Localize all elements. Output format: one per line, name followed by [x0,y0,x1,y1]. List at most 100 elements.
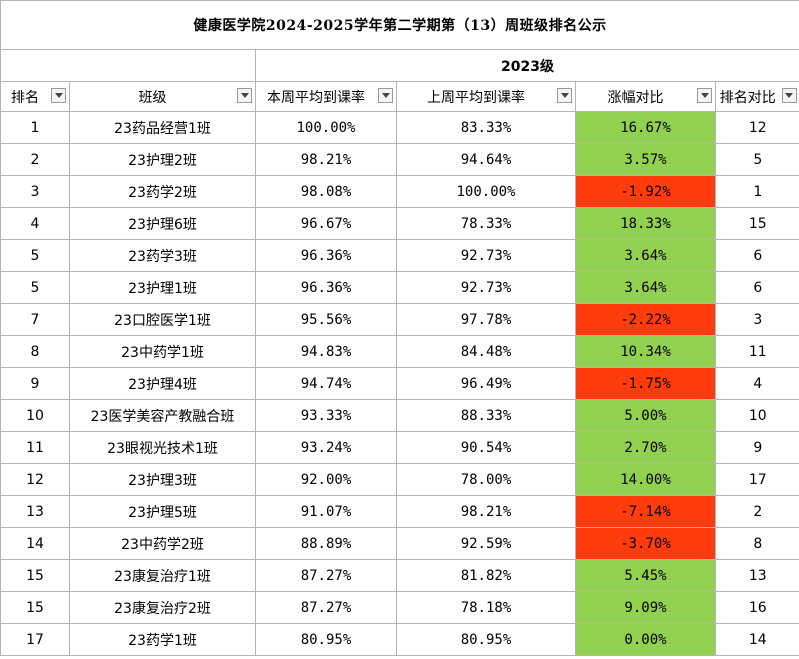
class-cell[interactable]: 23护理1班 [69,271,256,304]
rank-cell[interactable]: 12 [0,463,70,496]
this-week-cell[interactable]: 96.67% [255,207,397,240]
this-week-cell[interactable]: 92.00% [255,463,397,496]
this-week-cell[interactable]: 87.27% [255,559,397,592]
this-week-cell[interactable]: 98.21% [255,143,397,176]
rank-compare-cell[interactable]: 2 [714,495,799,528]
last-week-cell[interactable]: 84.48% [396,335,576,368]
last-week-cell[interactable]: 92.73% [396,271,576,304]
rank-cell[interactable]: 7 [0,303,70,336]
filter-dropdown-rank[interactable] [51,88,66,103]
change-cell[interactable]: 0.00% [575,623,716,656]
last-week-cell[interactable]: 80.95% [396,623,576,656]
header-this-week[interactable]: 本周平均到课率 [255,81,397,112]
rank-cell[interactable]: 10 [0,399,70,432]
header-class[interactable]: 班级 [69,81,256,112]
change-cell[interactable]: -7.14% [575,495,716,528]
rank-cell[interactable]: 9 [0,367,70,400]
rank-cell[interactable]: 5 [0,239,70,272]
change-cell[interactable]: 3.64% [575,239,716,272]
last-week-cell[interactable]: 97.78% [396,303,576,336]
rank-cell[interactable]: 15 [0,591,70,624]
last-week-cell[interactable]: 94.64% [396,143,576,176]
class-cell[interactable]: 23康复治疗1班 [69,559,256,592]
rank-cell[interactable]: 13 [0,495,70,528]
rank-compare-cell[interactable]: 17 [714,463,799,496]
filter-dropdown-change[interactable] [697,88,712,103]
last-week-cell[interactable]: 98.21% [396,495,576,528]
class-cell[interactable]: 23口腔医学1班 [69,303,256,336]
header-rank-compare[interactable]: 排名对比 [714,81,799,112]
this-week-cell[interactable]: 91.07% [255,495,397,528]
change-cell[interactable]: 5.00% [575,399,716,432]
this-week-cell[interactable]: 100.00% [255,111,397,144]
rank-cell[interactable]: 4 [0,207,70,240]
this-week-cell[interactable]: 94.83% [255,335,397,368]
this-week-cell[interactable]: 94.74% [255,367,397,400]
class-cell[interactable]: 23药学3班 [69,239,256,272]
last-week-cell[interactable]: 78.00% [396,463,576,496]
filter-dropdown-class[interactable] [237,88,252,103]
class-cell[interactable]: 23药品经营1班 [69,111,256,144]
change-cell[interactable]: 3.64% [575,271,716,304]
rank-compare-cell[interactable]: 14 [714,623,799,656]
rank-compare-cell[interactable]: 16 [714,591,799,624]
change-cell[interactable]: 2.70% [575,431,716,464]
last-week-cell[interactable]: 90.54% [396,431,576,464]
last-week-cell[interactable]: 88.33% [396,399,576,432]
last-week-cell[interactable]: 81.82% [396,559,576,592]
rank-cell[interactable]: 1 [0,111,70,144]
this-week-cell[interactable]: 98.08% [255,175,397,208]
rank-cell[interactable]: 3 [0,175,70,208]
change-cell[interactable]: 16.67% [575,111,716,144]
rank-cell[interactable]: 8 [0,335,70,368]
filter-dropdown-last-week[interactable] [557,88,572,103]
class-cell[interactable]: 23中药学2班 [69,527,256,560]
this-week-cell[interactable]: 88.89% [255,527,397,560]
class-cell[interactable]: 23护理2班 [69,143,256,176]
this-week-cell[interactable]: 93.24% [255,431,397,464]
class-cell[interactable]: 23药学2班 [69,175,256,208]
rank-cell[interactable]: 15 [0,559,70,592]
this-week-cell[interactable]: 93.33% [255,399,397,432]
last-week-cell[interactable]: 92.73% [396,239,576,272]
header-last-week[interactable]: 上周平均到课率 [396,81,576,112]
this-week-cell[interactable]: 80.95% [255,623,397,656]
last-week-cell[interactable]: 96.49% [396,367,576,400]
last-week-cell[interactable]: 78.18% [396,591,576,624]
change-cell[interactable]: 3.57% [575,143,716,176]
class-cell[interactable]: 23医学美容产教融合班 [69,399,256,432]
rank-cell[interactable]: 17 [0,623,70,656]
last-week-cell[interactable]: 78.33% [396,207,576,240]
class-cell[interactable]: 23眼视光技术1班 [69,431,256,464]
rank-compare-cell[interactable]: 12 [714,111,799,144]
rank-compare-cell[interactable]: 5 [714,143,799,176]
rank-compare-cell[interactable]: 1 [714,175,799,208]
header-change[interactable]: 涨幅对比 [575,81,716,112]
rank-cell[interactable]: 11 [0,431,70,464]
change-cell[interactable]: 5.45% [575,559,716,592]
class-cell[interactable]: 23康复治疗2班 [69,591,256,624]
change-cell[interactable]: -3.70% [575,527,716,560]
rank-compare-cell[interactable]: 11 [714,335,799,368]
class-cell[interactable]: 23护理3班 [69,463,256,496]
change-cell[interactable]: -1.92% [575,175,716,208]
rank-compare-cell[interactable]: 8 [714,527,799,560]
change-cell[interactable]: -2.22% [575,303,716,336]
rank-compare-cell[interactable]: 9 [714,431,799,464]
class-cell[interactable]: 23护理5班 [69,495,256,528]
class-cell[interactable]: 23护理6班 [69,207,256,240]
change-cell[interactable]: 18.33% [575,207,716,240]
rank-compare-cell[interactable]: 4 [714,367,799,400]
filter-dropdown-rank-compare[interactable] [781,88,797,103]
rank-compare-cell[interactable]: 3 [714,303,799,336]
change-cell[interactable]: 14.00% [575,463,716,496]
this-week-cell[interactable]: 96.36% [255,271,397,304]
rank-compare-cell[interactable]: 6 [714,271,799,304]
filter-dropdown-this-week[interactable] [378,88,393,103]
change-cell[interactable]: 9.09% [575,591,716,624]
rank-cell[interactable]: 5 [0,271,70,304]
rank-cell[interactable]: 14 [0,527,70,560]
class-cell[interactable]: 23药学1班 [69,623,256,656]
rank-compare-cell[interactable]: 6 [714,239,799,272]
year-blank-cell[interactable] [0,49,256,82]
